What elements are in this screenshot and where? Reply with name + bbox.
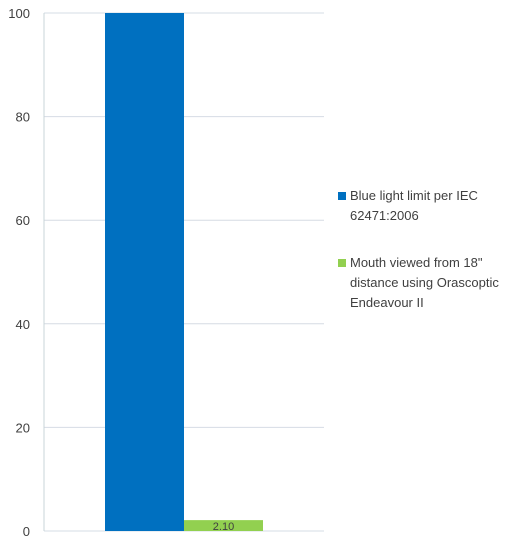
legend: Blue light limit per IEC 62471:2006 Mout…	[338, 186, 510, 340]
legend-item-mouth-viewed: Mouth viewed from 18" distance using Ora…	[338, 253, 510, 313]
y-tick-label: 60	[16, 213, 30, 228]
y-axis-ticks: 0 20 40 60 80 100	[8, 6, 30, 539]
bar-mouth-viewed	[184, 520, 263, 531]
legend-swatch-green	[338, 259, 346, 267]
bar-blue-light-limit	[105, 13, 184, 531]
legend-item-blue-light-limit: Blue light limit per IEC 62471:2006	[338, 186, 510, 226]
y-tick-label: 40	[16, 317, 30, 332]
y-tick-label: 0	[23, 524, 30, 539]
y-tick-label: 20	[16, 420, 30, 435]
bars: 2.10	[105, 13, 263, 533]
bar-data-label: 2.10	[213, 521, 234, 533]
legend-label: Mouth viewed from 18" distance using Ora…	[350, 255, 499, 310]
y-tick-label: 80	[16, 110, 30, 125]
legend-swatch-blue	[338, 192, 346, 200]
y-tick-label: 100	[8, 6, 30, 21]
legend-label: Blue light limit per IEC 62471:2006	[350, 188, 478, 223]
